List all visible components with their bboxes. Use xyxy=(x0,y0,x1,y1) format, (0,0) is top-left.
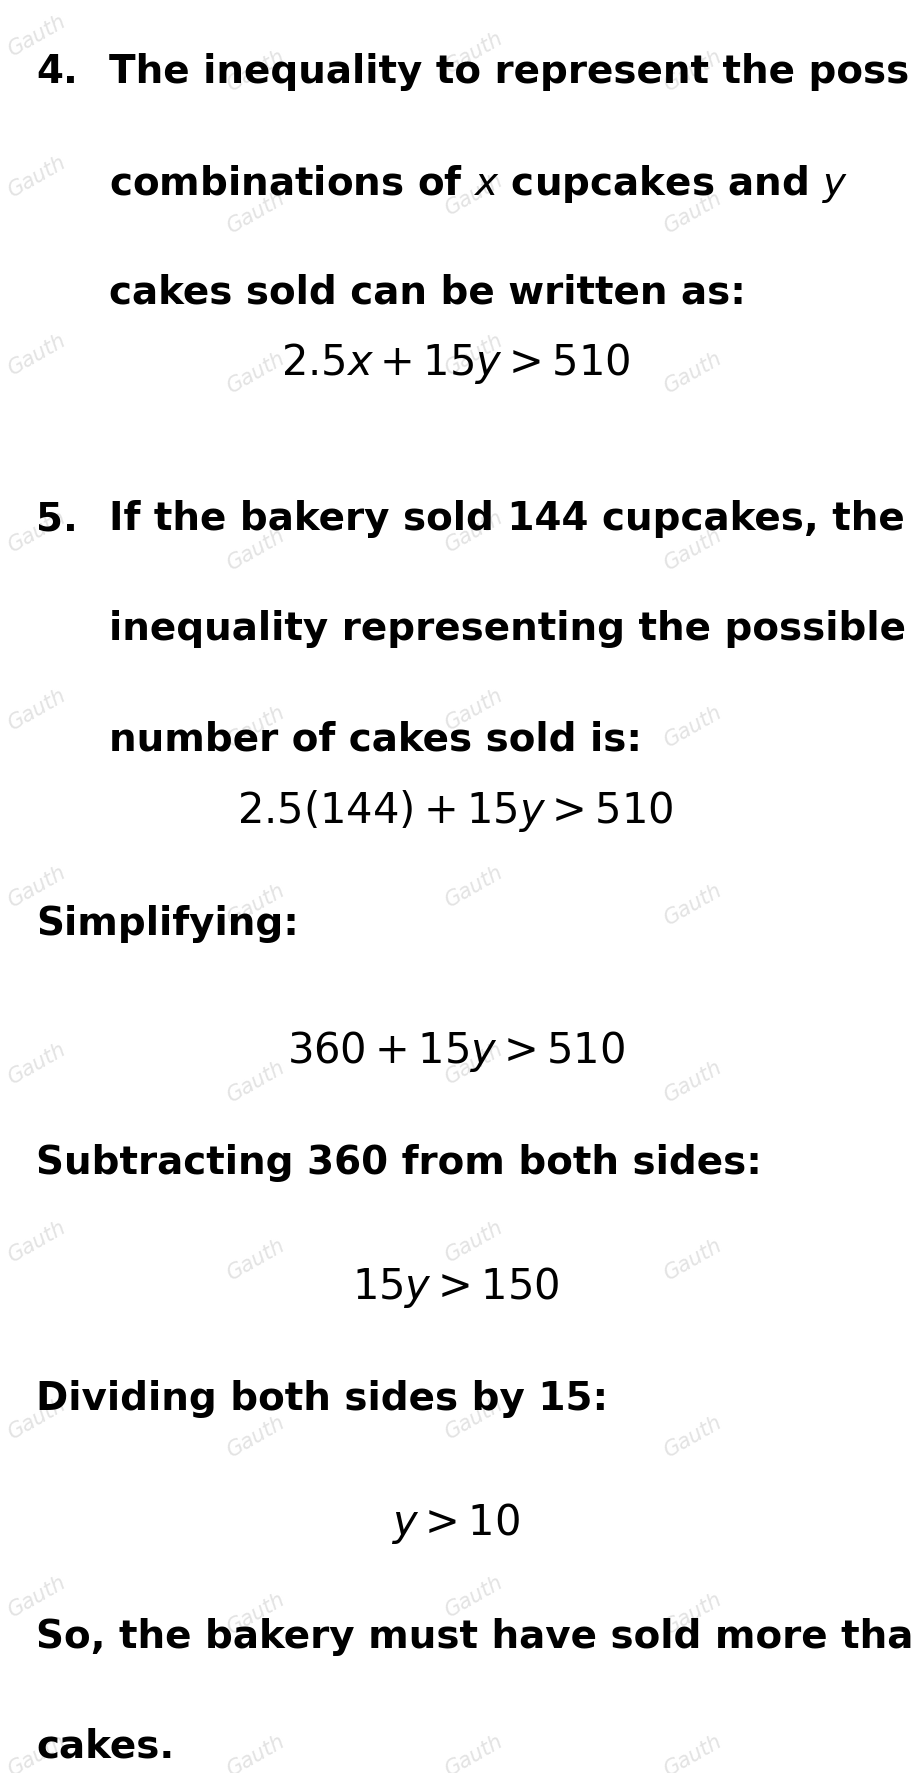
Text: Gauth: Gauth xyxy=(4,862,69,911)
Text: Subtracting 360 from both sides:: Subtracting 360 from both sides: xyxy=(36,1144,763,1181)
Text: Gauth: Gauth xyxy=(4,11,69,60)
Text: Gauth: Gauth xyxy=(222,1411,288,1461)
Text: Gauth: Gauth xyxy=(441,1216,507,1266)
Text: Gauth: Gauth xyxy=(4,1216,69,1266)
Text: Gauth: Gauth xyxy=(660,1234,725,1284)
Text: number of cakes sold is:: number of cakes sold is: xyxy=(109,720,642,757)
Text: Gauth: Gauth xyxy=(222,879,288,929)
Text: Gauth: Gauth xyxy=(441,170,507,220)
Text: Gauth: Gauth xyxy=(441,862,507,911)
Text: Gauth: Gauth xyxy=(660,1411,725,1461)
Text: Gauth: Gauth xyxy=(660,1057,725,1106)
Text: Gauth: Gauth xyxy=(4,684,69,734)
Text: Gauth: Gauth xyxy=(660,879,725,929)
Text: 5.: 5. xyxy=(36,500,78,537)
Text: $2.5(144) + 15y > 510$: $2.5(144) + 15y > 510$ xyxy=(237,787,674,833)
Text: Gauth: Gauth xyxy=(660,1589,725,1638)
Text: Gauth: Gauth xyxy=(4,1730,69,1773)
Text: So, the bakery must have sold more than 10: So, the bakery must have sold more than … xyxy=(36,1617,911,1654)
Text: Gauth: Gauth xyxy=(660,525,725,574)
Text: Gauth: Gauth xyxy=(660,188,725,238)
Text: $15y > 150$: $15y > 150$ xyxy=(352,1264,559,1308)
Text: Gauth: Gauth xyxy=(4,1039,69,1089)
Text: Gauth: Gauth xyxy=(222,348,288,397)
Text: $360 + 15y > 510$: $360 + 15y > 510$ xyxy=(287,1028,624,1073)
Text: Gauth: Gauth xyxy=(441,507,507,557)
Text: Gauth: Gauth xyxy=(660,1730,725,1773)
Text: cakes.: cakes. xyxy=(36,1727,175,1764)
Text: Gauth: Gauth xyxy=(222,46,288,96)
Text: Simplifying:: Simplifying: xyxy=(36,904,300,941)
Text: Gauth: Gauth xyxy=(441,684,507,734)
Text: Gauth: Gauth xyxy=(4,152,69,202)
Text: Gauth: Gauth xyxy=(222,525,288,574)
Text: Gauth: Gauth xyxy=(441,330,507,379)
Text: combinations of $x$ cupcakes and $y$: combinations of $x$ cupcakes and $y$ xyxy=(109,163,849,206)
Text: Gauth: Gauth xyxy=(222,188,288,238)
Text: Dividing both sides by 15:: Dividing both sides by 15: xyxy=(36,1379,609,1417)
Text: Gauth: Gauth xyxy=(222,702,288,752)
Text: Gauth: Gauth xyxy=(441,1394,507,1443)
Text: $2.5x + 15y > 510$: $2.5x + 15y > 510$ xyxy=(281,340,630,385)
Text: Gauth: Gauth xyxy=(660,46,725,96)
Text: Gauth: Gauth xyxy=(222,1234,288,1284)
Text: Gauth: Gauth xyxy=(441,1730,507,1773)
Text: Gauth: Gauth xyxy=(4,1571,69,1621)
Text: Gauth: Gauth xyxy=(222,1730,288,1773)
Text: 4.: 4. xyxy=(36,53,78,90)
Text: Gauth: Gauth xyxy=(4,330,69,379)
Text: If the bakery sold 144 cupcakes, the: If the bakery sold 144 cupcakes, the xyxy=(109,500,905,537)
Text: Gauth: Gauth xyxy=(441,1039,507,1089)
Text: inequality representing the possible: inequality representing the possible xyxy=(109,610,906,647)
Text: The inequality to represent the possible: The inequality to represent the possible xyxy=(109,53,911,90)
Text: Gauth: Gauth xyxy=(4,1394,69,1443)
Text: $y > 10$: $y > 10$ xyxy=(391,1500,520,1544)
Text: cakes sold can be written as:: cakes sold can be written as: xyxy=(109,273,746,310)
Text: Gauth: Gauth xyxy=(441,1571,507,1621)
Text: Gauth: Gauth xyxy=(660,348,725,397)
Text: Gauth: Gauth xyxy=(4,507,69,557)
Text: Gauth: Gauth xyxy=(222,1589,288,1638)
Text: Gauth: Gauth xyxy=(441,28,507,78)
Text: Gauth: Gauth xyxy=(660,702,725,752)
Text: Gauth: Gauth xyxy=(222,1057,288,1106)
